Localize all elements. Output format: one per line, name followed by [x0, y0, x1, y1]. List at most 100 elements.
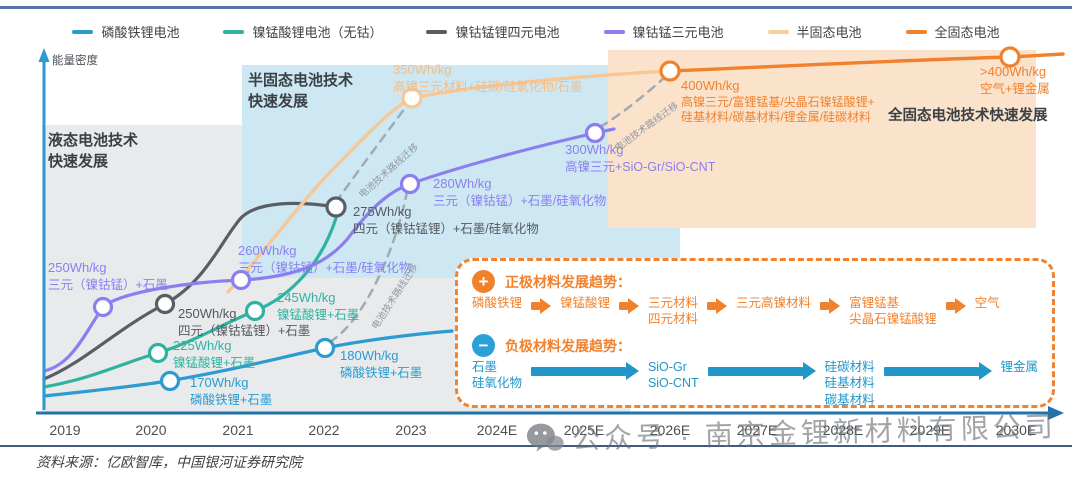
lnmo-curve: [42, 216, 338, 389]
region-semi-solid-battery: [242, 65, 680, 278]
point-materials: 高镍三元材料+硅碳/硅氧化物/石墨: [393, 79, 583, 94]
legend-swatch-lfp: [72, 29, 94, 34]
legend-item-quaternary: 镍钴锰锂四元电池: [426, 22, 560, 41]
point-label-all-solid-400plus: >400Wh/kg 空气+锂金属: [980, 64, 1050, 97]
source-note: 资料来源：亿欧智库，中国银河证券研究院: [36, 456, 302, 471]
point-label-semi-solid-350: 350Wh/kg 高镍三元材料+硅碳/硅氧化物/石墨: [393, 62, 582, 95]
legend-item-semi-solid: 半固态电池: [767, 22, 862, 41]
legend-swatch-lnmo: [223, 29, 245, 34]
chart-legend: 磷酸铁锂电池 镍锰酸锂电池（无钴） 镍钴锰锂四元电池 镍钴锰三元电池 半固态电池…: [0, 22, 1072, 41]
marker-all-solid-400plus: [999, 46, 1021, 68]
point-value: 180Wh/kg: [340, 348, 399, 363]
point-label-quaternary-275: 275Wh/kg 四元（镍钴锰锂）+石墨/硅氧化物: [353, 204, 539, 237]
marker-lnmo-225: [147, 342, 169, 364]
point-label-ternary-300: 300Wh/kg 高镍三元+SiO-Gr/SiO-CNT: [565, 142, 715, 175]
x-tick-2021: 2021: [222, 422, 254, 438]
flow-step: 镍锰酸锂: [560, 296, 611, 310]
positive-trend-header: + 正极材料发展趋势：: [472, 268, 1038, 295]
watermark: 公众号 · 南京金锂新材料有限公司: [525, 405, 1057, 459]
marker-lfp-170: [159, 370, 181, 392]
flow-step: 磷酸铁锂: [472, 296, 523, 310]
flow-step: 锂金属: [1000, 360, 1039, 374]
arrow-right-icon: [945, 298, 966, 314]
x-tick-2026e: 2026E: [649, 422, 691, 438]
point-materials: 高镍三元+SiO-Gr/SiO-CNT: [565, 159, 716, 174]
point-label-lnmo-245: 245Wh/kg 镍锰酸锂+石墨: [277, 290, 359, 323]
flow-step: 富锂锰基 尖晶石镍锰酸锂: [849, 296, 937, 327]
negative-trend-flow: 石墨 硅氧化物 SiO-Gr SiO-CNT 硅碳材料 硅基材料 碳基材料 锂金…: [472, 359, 1038, 408]
x-tick-2024e: 2024E: [476, 422, 518, 438]
negative-trend-header: − 负极材料发展趋势：: [472, 332, 1038, 359]
point-label-ternary-260: 260Wh/kg 三元（镍钴锰）+石墨/硅氧化物: [238, 243, 411, 276]
negative-trend-title: 负极材料发展趋势：: [505, 337, 631, 354]
marker-ternary-250: [92, 296, 114, 318]
point-value: 245Wh/kg: [277, 290, 336, 305]
flow-step: 三元高镍材料: [736, 296, 812, 310]
flow-step: 三元材料 四元材料: [648, 296, 699, 327]
plus-icon: +: [472, 270, 495, 293]
x-tick-2025e: 2025E: [563, 422, 605, 438]
point-materials: 三元（镍钴锰）+石墨/硅氧化物: [238, 260, 412, 275]
legend-label: 磷酸铁锂电池: [101, 25, 180, 40]
point-materials: 三元（镍钴锰）+石墨/硅氧化物: [433, 193, 607, 208]
arrow-right-icon: [707, 362, 816, 380]
point-value: 275Wh/kg: [353, 204, 412, 219]
point-materials: 三元（镍钴锰）+石墨: [48, 277, 168, 292]
legend-label: 全固态电池: [934, 25, 1000, 40]
marker-semi-solid-350: [401, 87, 423, 109]
y-axis-label: 能量密度: [52, 55, 98, 67]
legend-label: 镍钴锰三元电池: [632, 25, 724, 40]
point-label-quaternary-250: 250Wh/kg 四元（镍钴锰锂）+石墨: [178, 306, 310, 339]
x-tick-2020: 2020: [135, 422, 167, 438]
point-label-lfp-170: 170Wh/kg 磷酸铁锂+石墨: [190, 375, 272, 408]
marker-ternary-260: [230, 269, 252, 291]
y-axis-arrow-icon: [38, 48, 50, 62]
point-value: 350Wh/kg: [393, 62, 452, 77]
flow-step: 空气: [974, 296, 1000, 310]
flow-step: 石墨 硅氧化物: [472, 360, 523, 391]
arrow-right-icon: [531, 298, 552, 314]
point-value: 300Wh/kg: [565, 142, 624, 157]
point-materials: 镍锰酸锂+石墨: [173, 355, 256, 370]
arrow-right-icon: [619, 298, 640, 314]
region-all-solid-battery: [608, 50, 1036, 228]
point-label-all-solid-400: 400Wh/kg 高镍三元/富锂锰基/尖晶石镍锰酸锂+ 硅基材料/碳基材料/锂金…: [681, 78, 875, 126]
point-value: 400Wh/kg: [681, 78, 740, 93]
x-tick-2028e: 2028E: [822, 422, 864, 438]
x-tick-2029e: 2029E: [909, 422, 951, 438]
region-title-liquid: 液态电池技术 快速发展: [48, 132, 139, 170]
semi-solid-curve: [226, 69, 672, 294]
arrow-right-icon: [707, 298, 728, 314]
point-materials: 磷酸铁锂+石墨: [340, 365, 423, 380]
point-value: 170Wh/kg: [190, 375, 249, 390]
marker-lfp-180: [314, 337, 336, 359]
point-materials: 四元（镍钴锰锂）+石墨: [178, 323, 311, 338]
point-value: 260Wh/kg: [238, 243, 297, 258]
legend-item-all-solid: 全固态电池: [905, 22, 1000, 41]
region-title-all-solid: 全固态电池技术快速发展: [888, 108, 1048, 124]
marker-ternary-280: [399, 173, 421, 195]
marker-quaternary-250: [154, 293, 176, 315]
legend-label: 半固态电池: [796, 25, 862, 40]
point-value: 280Wh/kg: [433, 176, 492, 191]
point-materials: 四元（镍钴锰锂）+石墨/硅氧化物: [353, 221, 539, 236]
legend-item-lnmo: 镍锰酸锂电池（无钴）: [223, 22, 382, 41]
marker-all-solid-400: [659, 60, 681, 82]
point-value: 250Wh/kg: [178, 306, 237, 321]
positive-trend-flow: 磷酸铁锂 镍锰酸锂 三元材料 四元材料 三元高镍材料 富锂锰基 尖晶石镍锰酸锂 …: [472, 295, 1038, 332]
point-label-lfp-180: 180Wh/kg 磷酸铁锂+石墨: [340, 348, 422, 381]
point-value: >400Wh/kg: [980, 64, 1047, 79]
point-materials: 高镍三元/富锂锰基/尖晶石镍锰酸锂+ 硅基材料/碳基材料/锂金属/硅碳材料: [681, 94, 875, 125]
quaternary-curve: [42, 201, 338, 381]
point-label-ternary-250: 250Wh/kg 三元（镍钴锰）+石墨: [48, 260, 168, 293]
wechat-icon: [526, 423, 564, 452]
point-value: 250Wh/kg: [48, 260, 107, 275]
point-label-ternary-280: 280Wh/kg 三元（镍钴锰）+石墨/硅氧化物: [433, 176, 606, 209]
marker-ternary-300: [584, 122, 606, 144]
x-tick-2027e: 2027E: [736, 422, 778, 438]
flow-step: 硅碳材料 硅基材料 碳基材料: [824, 360, 875, 407]
arrow-right-icon: [883, 362, 992, 380]
minus-icon: −: [472, 334, 495, 357]
x-tick-2022: 2022: [308, 422, 340, 438]
legend-label: 镍锰酸锂电池（无钴）: [252, 25, 383, 40]
